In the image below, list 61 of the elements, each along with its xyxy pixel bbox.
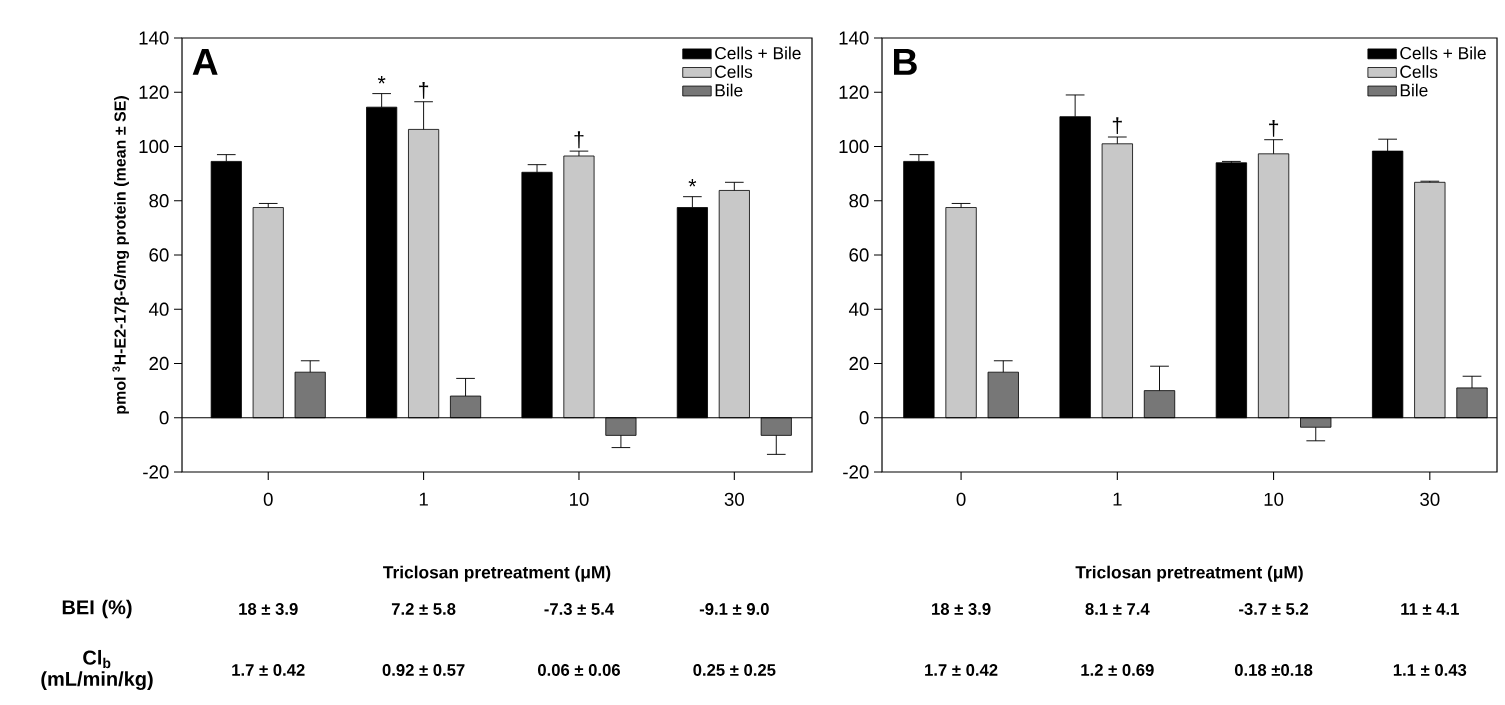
x-tick-label: 0 [956, 492, 966, 506]
y-axis-title: pmol $^{3}$H-E2-17β-G/mg protein (mean ± SE) [112, 96, 129, 414]
y-tick-label: 0 [159, 411, 169, 425]
text: 1.1 ± 0.43 [1393, 664, 1467, 676]
text: BEI (%) [62, 599, 132, 619]
x-tick-label: 10 [1264, 492, 1284, 506]
y-tick-label: 40 [148, 302, 169, 316]
x-tick-label: 1 [1113, 492, 1122, 506]
legend-label: Cells [1400, 65, 1438, 78]
y-tick-label: 100 [839, 139, 869, 154]
text: 1.2 ± 0.69 [1081, 664, 1154, 676]
text: 1.7 ± 0.42 [925, 664, 998, 676]
text: 7.2 ± 5.8 [391, 603, 456, 615]
y-tick-label: 0 [859, 411, 869, 425]
y-tick-label: 20 [849, 356, 869, 371]
text: -3.7 ± 5.2 [1239, 603, 1309, 615]
x-tick-label: 10 [570, 492, 589, 506]
y-tick-label: 120 [139, 85, 169, 99]
y-tick-label: 40 [848, 302, 869, 316]
text: 0.06 ± 0.06 [537, 664, 620, 676]
chart-title: A [192, 49, 218, 75]
x-axis-title: Triclosan pretreatment (μM) [1075, 565, 1303, 582]
annotation: † [1112, 117, 1122, 135]
x-axis-title: Triclosan pretreatment (μM) [383, 565, 611, 582]
legend-label: Bile [1400, 83, 1428, 97]
text: 1.7 ± 0.42 [232, 664, 305, 676]
x-tick-label: 30 [1420, 492, 1440, 506]
annotation: * [688, 179, 697, 187]
y-tick-label: 60 [149, 248, 169, 262]
y-tick-label: 20 [149, 356, 169, 371]
legend-label: Cells + Bile [715, 46, 801, 60]
text: -9.1 ± 9.0 [699, 603, 769, 615]
text: 8.1 ± 7.4 [1085, 603, 1150, 615]
x-tick-label: 1 [419, 492, 428, 506]
x-tick-label: 0 [263, 492, 273, 506]
y-tick-label: 100 [139, 139, 169, 154]
x-tick-label: 30 [724, 492, 744, 506]
text: 0.25 ± 0.25 [693, 664, 776, 676]
annotation: * [377, 75, 386, 84]
y-tick-label: 80 [849, 194, 869, 208]
y-tick-label: 60 [849, 248, 869, 262]
text: 11 ± 4.1 [1401, 603, 1459, 615]
annotation: † [574, 131, 584, 149]
y-tick-label: -20 [143, 465, 169, 479]
text: -7.3 ± 5.4 [544, 603, 615, 615]
text: 0.18 ±0.18 [1234, 664, 1313, 676]
text: 0.92 ± 0.57 [382, 664, 465, 676]
text: Cl$_{b}$ (mL/min/kg) [41, 649, 153, 691]
legend-label: Cells [715, 65, 753, 78]
chart-title: B [893, 49, 917, 75]
y-tick-label: 120 [839, 85, 869, 99]
text: 18 ± 3.9 [932, 603, 991, 615]
y-tick-label: 140 [839, 31, 869, 45]
y-tick-label: 140 [139, 31, 169, 45]
y-tick-label: 80 [149, 194, 169, 208]
text: 18 ± 3.9 [239, 603, 298, 615]
legend-label: Bile [715, 83, 743, 97]
legend-label: Cells + Bile [1400, 46, 1486, 60]
y-tick-label: -20 [843, 465, 869, 479]
annotation: † [419, 81, 429, 99]
annotation: † [1269, 119, 1279, 137]
